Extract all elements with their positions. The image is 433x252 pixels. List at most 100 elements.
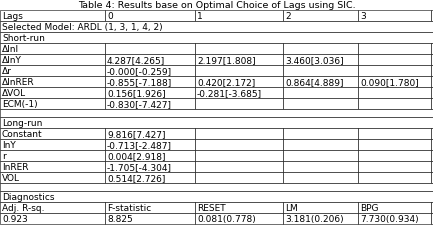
Bar — [283, 77, 358, 88]
Text: ΔlnY: ΔlnY — [2, 56, 22, 65]
Bar — [431, 99, 433, 110]
Bar — [195, 202, 283, 213]
Bar — [0, 110, 433, 117]
Bar — [105, 172, 195, 183]
Bar — [0, 44, 105, 55]
Bar — [105, 213, 195, 224]
Bar — [431, 11, 433, 22]
Bar — [283, 88, 358, 99]
Bar — [431, 139, 433, 150]
Text: 0.514[2.726]: 0.514[2.726] — [107, 173, 165, 182]
Bar — [105, 99, 195, 110]
Bar — [105, 202, 195, 213]
Bar — [431, 66, 433, 77]
Text: 0.420[2.172]: 0.420[2.172] — [197, 78, 255, 87]
Bar — [358, 213, 431, 224]
Text: F-statistic: F-statistic — [107, 203, 151, 212]
Bar — [358, 99, 431, 110]
Bar — [283, 129, 358, 139]
Text: -1.705[-4.304]: -1.705[-4.304] — [107, 162, 172, 171]
Bar — [358, 139, 431, 150]
Text: -0.855[-7.188]: -0.855[-7.188] — [107, 78, 172, 87]
Text: r: r — [2, 151, 6, 160]
Bar — [105, 88, 195, 99]
Bar — [0, 11, 105, 22]
Text: Long-run: Long-run — [2, 118, 42, 128]
Text: 3: 3 — [360, 12, 366, 21]
Bar — [431, 44, 433, 55]
Text: Short-run: Short-run — [2, 34, 45, 43]
Text: Diagnostics: Diagnostics — [2, 192, 55, 201]
Bar — [195, 44, 283, 55]
Bar — [0, 77, 105, 88]
Text: BPG: BPG — [360, 203, 378, 212]
Bar — [358, 150, 431, 161]
Bar — [358, 129, 431, 139]
Text: VOL: VOL — [2, 173, 20, 182]
Bar — [0, 22, 433, 33]
Bar — [283, 172, 358, 183]
Bar — [358, 77, 431, 88]
Bar — [0, 150, 105, 161]
Text: 0.081(0.778): 0.081(0.778) — [197, 214, 256, 223]
Text: 0.004[2.918]: 0.004[2.918] — [107, 151, 165, 160]
Bar — [0, 33, 433, 44]
Text: Constant: Constant — [2, 130, 42, 138]
Bar — [358, 202, 431, 213]
Bar — [195, 55, 283, 66]
Bar — [283, 66, 358, 77]
Bar — [0, 66, 105, 77]
Bar — [431, 150, 433, 161]
Bar — [195, 129, 283, 139]
Bar — [358, 55, 431, 66]
Bar — [0, 129, 105, 139]
Bar — [431, 161, 433, 172]
Text: 1: 1 — [197, 12, 203, 21]
Bar — [195, 213, 283, 224]
Bar — [195, 77, 283, 88]
Bar — [0, 191, 433, 202]
Bar — [105, 44, 195, 55]
Bar — [0, 161, 105, 172]
Bar — [195, 139, 283, 150]
Text: ΔVOL: ΔVOL — [2, 89, 26, 98]
Bar — [195, 99, 283, 110]
Text: 3.460[3.036]: 3.460[3.036] — [285, 56, 344, 65]
Bar — [431, 77, 433, 88]
Bar — [283, 55, 358, 66]
Text: LM: LM — [285, 203, 298, 212]
Bar — [195, 150, 283, 161]
Bar — [195, 11, 283, 22]
Bar — [283, 139, 358, 150]
Text: 3.181(0.206): 3.181(0.206) — [285, 214, 344, 223]
Text: Selected Model: ARDL (1, 3, 1, 4, 2): Selected Model: ARDL (1, 3, 1, 4, 2) — [2, 23, 163, 32]
Text: Δr: Δr — [2, 67, 12, 76]
Text: 8.825: 8.825 — [107, 214, 133, 223]
Bar — [105, 11, 195, 22]
Text: 0.864[4.889]: 0.864[4.889] — [285, 78, 343, 87]
Text: Table 4: Results base on Optimal Choice of Lags using SIC.: Table 4: Results base on Optimal Choice … — [78, 1, 355, 10]
Bar — [0, 55, 105, 66]
Text: 2.197[1.808]: 2.197[1.808] — [197, 56, 255, 65]
Bar — [431, 55, 433, 66]
Bar — [0, 183, 433, 191]
Text: Lags: Lags — [2, 12, 23, 21]
Bar — [105, 77, 195, 88]
Bar — [105, 66, 195, 77]
Bar — [358, 66, 431, 77]
Text: lnRER: lnRER — [2, 162, 29, 171]
Bar — [431, 213, 433, 224]
Text: 7.730(0.934): 7.730(0.934) — [360, 214, 419, 223]
Bar — [358, 44, 431, 55]
Bar — [195, 66, 283, 77]
Bar — [431, 129, 433, 139]
Bar — [0, 117, 433, 129]
Text: 0.923: 0.923 — [2, 214, 28, 223]
Text: -0.713[-2.487]: -0.713[-2.487] — [107, 140, 172, 149]
Text: -0.281[-3.685]: -0.281[-3.685] — [197, 89, 262, 98]
Text: lnY: lnY — [2, 140, 16, 149]
Bar — [283, 213, 358, 224]
Bar — [0, 202, 105, 213]
Text: 0.156[1.926]: 0.156[1.926] — [107, 89, 166, 98]
Bar — [358, 88, 431, 99]
